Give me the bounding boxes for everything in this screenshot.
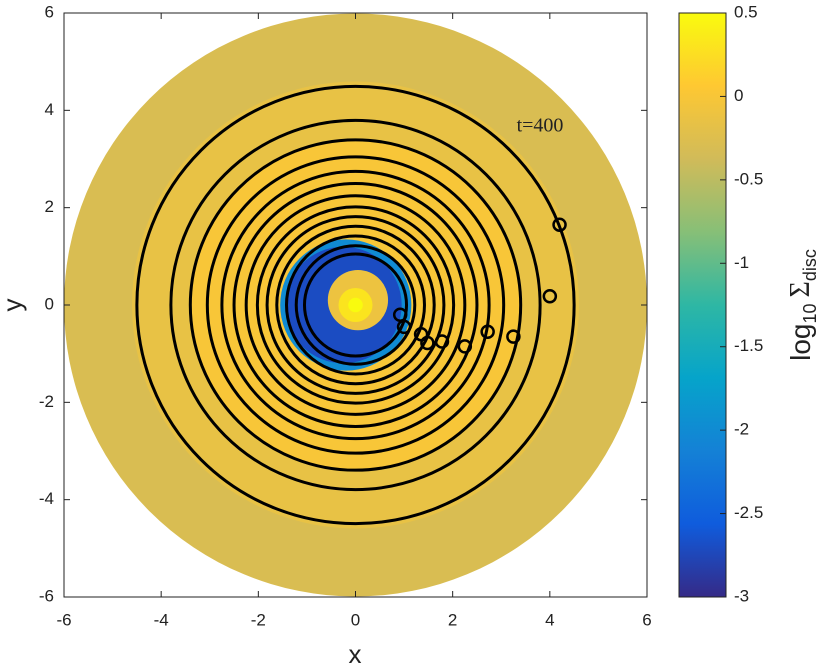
x-tick-label: 4 xyxy=(545,610,554,629)
colorbar-tick-label: -2 xyxy=(734,420,749,439)
annotation: t=400 xyxy=(517,115,564,137)
y-tick-label: -2 xyxy=(39,392,54,411)
colorbar-tick-label: -1 xyxy=(734,253,749,272)
orbit-loop xyxy=(265,215,446,395)
plot-area xyxy=(64,13,647,597)
x-axis-label: x xyxy=(349,639,362,669)
orbit-loop xyxy=(275,224,436,386)
y-axis-label: y xyxy=(0,299,27,312)
y-tick-label: -6 xyxy=(39,586,54,605)
marker xyxy=(506,329,521,344)
label-symbol-sub: disc xyxy=(800,249,820,281)
orbit-loop xyxy=(285,234,426,376)
y-tick-label: 4 xyxy=(45,100,54,119)
orbit-loop xyxy=(232,182,479,428)
orbit-loop xyxy=(205,155,506,455)
orbit-loop xyxy=(294,244,417,366)
y-tick-label: 2 xyxy=(45,197,54,216)
colorbar-tick-label: 0 xyxy=(734,86,743,105)
orbit-loop xyxy=(255,205,456,405)
colorbar-tick-label: -0.5 xyxy=(734,169,763,188)
marker xyxy=(457,339,473,354)
x-tick-label: -4 xyxy=(154,610,169,629)
label-base: log xyxy=(785,323,816,360)
marker xyxy=(392,307,408,322)
label-sub: 10 xyxy=(800,303,820,323)
colorbar-label: log10 Σdisc xyxy=(785,249,819,361)
orbit-loop xyxy=(244,194,467,416)
y-tick-label: 0 xyxy=(45,294,54,313)
y-tick-label: 6 xyxy=(45,2,54,21)
x-tick-label: 0 xyxy=(351,610,360,629)
x-tick-label: -2 xyxy=(251,610,266,629)
x-tick-label: 6 xyxy=(642,610,651,629)
colorbar-tick-label: 0.5 xyxy=(734,2,758,21)
marker xyxy=(480,324,495,340)
marker xyxy=(542,288,558,304)
x-tick-label: -6 xyxy=(56,610,71,629)
marker xyxy=(396,319,412,335)
x-tick-label: 2 xyxy=(448,610,457,629)
orbit-loop xyxy=(135,84,576,526)
colorbar-tick-label: -3 xyxy=(734,586,749,605)
orbit-loop xyxy=(302,252,409,358)
orbit-loop xyxy=(188,138,523,472)
colorbar-tick-label: -2.5 xyxy=(734,503,763,522)
marker xyxy=(413,326,429,342)
colorbar xyxy=(678,12,727,598)
colorbar-tick-label: -1.5 xyxy=(734,336,763,355)
marker xyxy=(434,334,450,349)
orbit-loop xyxy=(220,169,491,441)
marker xyxy=(552,217,567,232)
orbit-loop xyxy=(169,118,542,492)
label-symbol: Σ xyxy=(785,281,816,297)
y-tick-label: -4 xyxy=(39,489,54,508)
disc-region xyxy=(348,297,363,313)
